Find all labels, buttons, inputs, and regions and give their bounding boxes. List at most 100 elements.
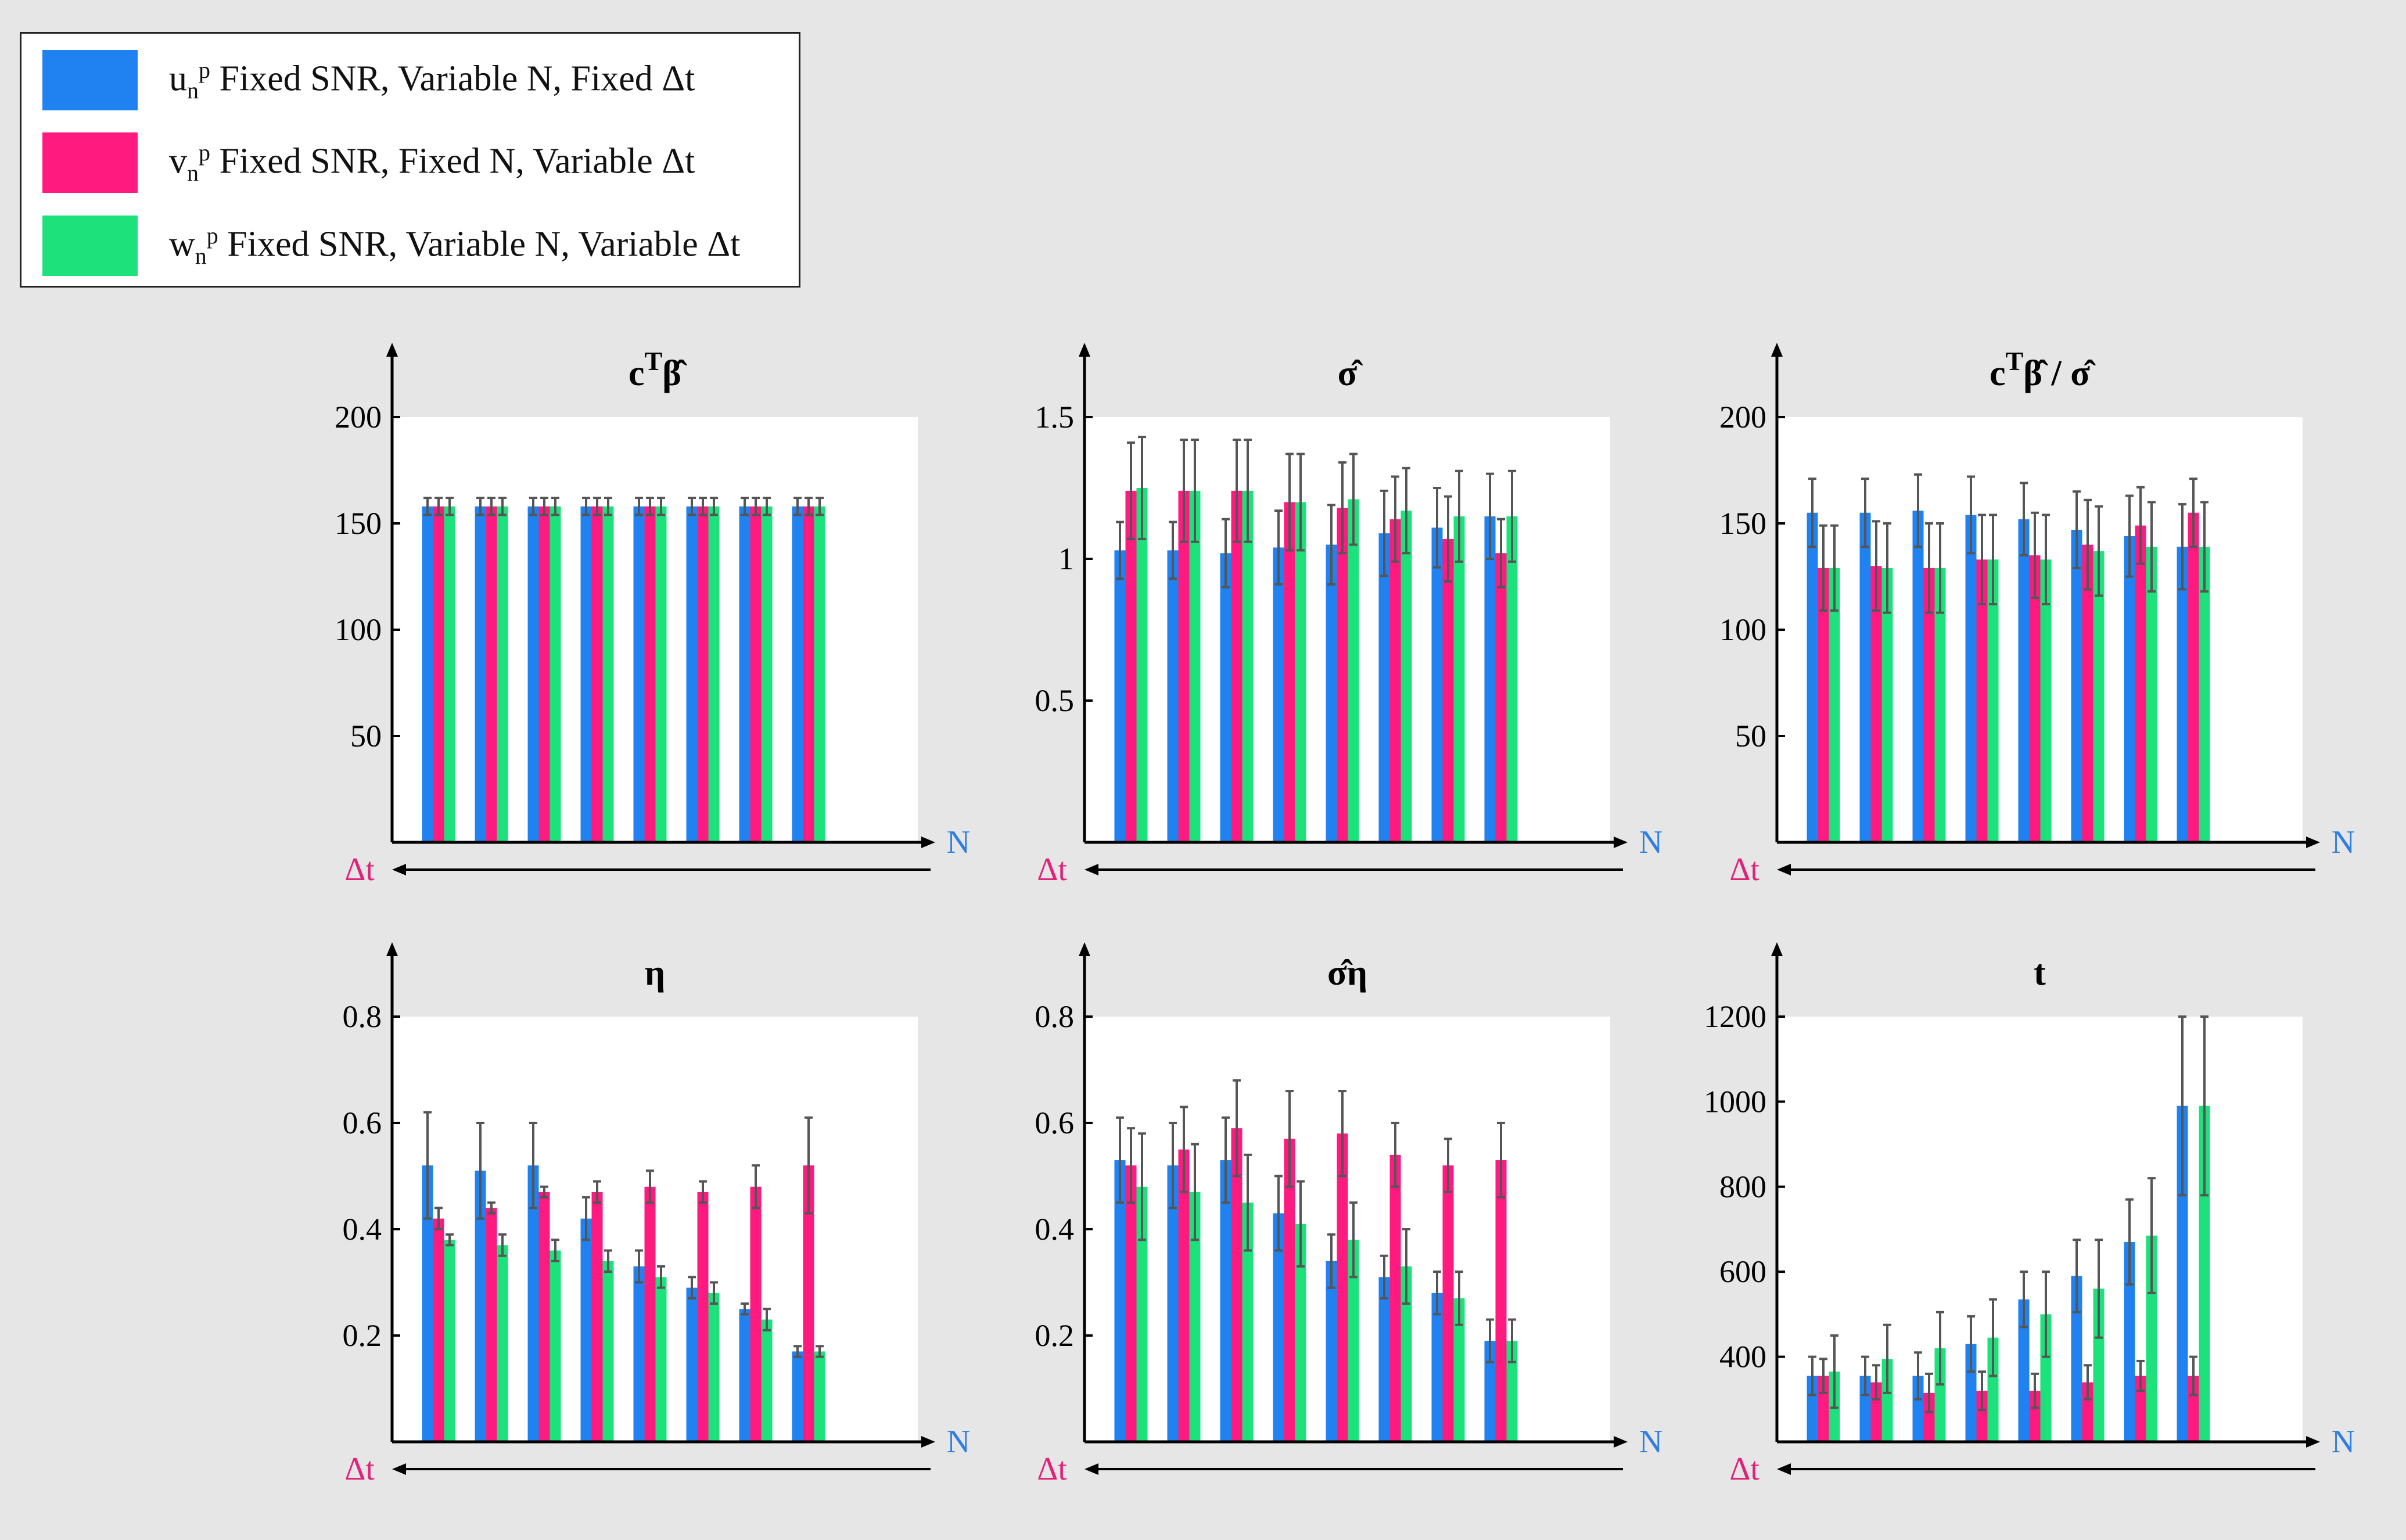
- bar-u-1: [1114, 1160, 1126, 1442]
- error-bar-v-4: [593, 1180, 601, 1204]
- bar-u-3: [1912, 511, 1924, 842]
- error-bar-u-6: [1380, 1254, 1388, 1300]
- error-bar-v-6: [1391, 475, 1399, 563]
- bar-u-7: [1431, 1293, 1443, 1442]
- axes: [1083, 353, 1617, 844]
- chart-title: t: [2034, 953, 2046, 993]
- bar-v-2: [486, 506, 497, 842]
- error-bar-w-4: [1989, 1298, 1997, 1377]
- bar-v-8: [803, 1165, 814, 1442]
- bar-w-4: [1295, 502, 1306, 842]
- bar-v-8: [803, 506, 814, 842]
- bar-w-4: [1295, 1223, 1306, 1442]
- bar-u-1: [1114, 550, 1126, 842]
- error-bar-w-4: [1989, 514, 1997, 606]
- y-tick-label: 0.4: [1035, 1212, 1075, 1247]
- bar-w-7: [2146, 547, 2157, 842]
- bar-w-7: [1453, 1298, 1465, 1442]
- chart-panel-1: 0.5 1 1.5 N Δt σ̂: [1035, 343, 1662, 888]
- error-bar-u-2: [476, 1122, 484, 1220]
- bar-w-8: [2199, 547, 2210, 842]
- bar-w-2: [1881, 1359, 1893, 1442]
- dt-axis-arrow: [1777, 1463, 1791, 1475]
- bar-u-8: [792, 1351, 803, 1442]
- error-bar-v-3: [540, 1185, 548, 1199]
- bar-v-8: [1495, 1160, 1507, 1442]
- bar-u-6: [1378, 1277, 1390, 1442]
- chart-title: η: [645, 953, 665, 993]
- error-bar-u-8: [793, 1345, 802, 1358]
- error-bar-v-6: [699, 497, 707, 516]
- error-bar-u-5: [635, 1249, 643, 1284]
- y-tick-label: 200: [1719, 400, 1766, 435]
- chart-panel-3: 0.2 0.4 0.6 0.8 N Δt η: [343, 942, 970, 1487]
- error-bar-v-8: [805, 497, 813, 516]
- bar-v-3: [538, 506, 550, 842]
- error-bar-v-5: [2031, 511, 2039, 600]
- error-bar-w-1: [1138, 436, 1146, 540]
- legend-label-v: vnp Fixed SNR, Fixed N, Variable Δt: [169, 139, 695, 186]
- error-bar-u-3: [1222, 1116, 1230, 1204]
- bar-u-8: [1484, 1341, 1496, 1442]
- error-bar-w-1: [1138, 1132, 1146, 1241]
- error-bar-w-5: [1349, 453, 1358, 546]
- bar-u-2: [1167, 550, 1179, 842]
- error-bar-v-3: [1925, 522, 1933, 614]
- bar-w-6: [1400, 1266, 1412, 1442]
- error-bar-v-8: [805, 1116, 813, 1215]
- bar-u-7: [739, 506, 750, 842]
- bar-w-5: [2040, 1314, 2052, 1442]
- bar-w-1: [1136, 488, 1148, 842]
- error-bar-u-3: [1914, 1351, 1922, 1401]
- bar-v-2: [1178, 490, 1190, 842]
- bar-v-1: [433, 506, 444, 842]
- bar-w-7: [761, 506, 773, 842]
- error-bar-u-4: [1967, 1315, 1975, 1373]
- bar-v-3: [1923, 568, 1935, 842]
- legend: unp Fixed SNR, Variable N, Fixed Δt vnp F…: [20, 32, 800, 288]
- bar-u-2: [1859, 512, 1871, 842]
- y-tick-label: 0.4: [343, 1212, 382, 1247]
- error-bar-v-6: [2084, 498, 2092, 591]
- y-tick-label: 400: [1719, 1340, 1766, 1374]
- y-tick-label: 1000: [1704, 1084, 1766, 1119]
- bar-v-8: [2188, 512, 2199, 842]
- bar-u-4: [580, 1218, 592, 1442]
- legend-label-w: wnp Fixed SNR, Variable N, Variable Δt: [169, 222, 741, 270]
- bar-v-7: [1442, 1165, 1454, 1442]
- bar-v-4: [591, 1191, 603, 1442]
- error-bar-v-2: [487, 1201, 495, 1215]
- x-axis-label-n: N: [947, 1424, 970, 1460]
- error-bar-w-8: [2200, 1015, 2209, 1197]
- y-tick-label: 50: [1735, 719, 1766, 753]
- error-bar-u-6: [688, 497, 696, 516]
- error-bar-w-4: [604, 497, 612, 516]
- x-axis-label-n: N: [1639, 824, 1662, 860]
- chart-title: σ̂: [1338, 354, 1363, 393]
- error-bar-v-5: [1338, 1090, 1346, 1178]
- chart-panel-5: 400 600 800 1000 1200 N Δt t: [1704, 942, 2355, 1487]
- error-bar-v-5: [1338, 461, 1346, 555]
- bar-w-3: [1242, 1202, 1254, 1442]
- bar-v-2: [486, 1208, 497, 1442]
- bar-u-6: [2071, 529, 2082, 842]
- error-bar-w-4: [604, 1249, 612, 1273]
- bar-v-2: [1870, 1382, 1882, 1442]
- error-bar-w-1: [1830, 524, 1838, 612]
- dt-axis-arrow: [1085, 1463, 1098, 1475]
- error-bar-w-5: [2042, 1270, 2050, 1358]
- error-bar-w-5: [2042, 514, 2050, 606]
- error-bar-w-2: [1191, 439, 1199, 543]
- y-tick-label: 200: [335, 400, 382, 435]
- bar-v-5: [2029, 555, 2041, 842]
- error-bar-v-7: [1444, 495, 1452, 583]
- bar-w-8: [814, 1351, 825, 1442]
- bar-w-1: [444, 506, 455, 842]
- error-bar-u-8: [1486, 472, 1494, 560]
- error-bar-v-4: [1285, 1090, 1294, 1188]
- x-axis-arrow: [921, 1436, 935, 1448]
- legend-swatch-w: [42, 216, 138, 276]
- bar-w-7: [2146, 1235, 2157, 1442]
- bar-w-3: [1242, 490, 1254, 842]
- error-bar-w-8: [1508, 1318, 1516, 1363]
